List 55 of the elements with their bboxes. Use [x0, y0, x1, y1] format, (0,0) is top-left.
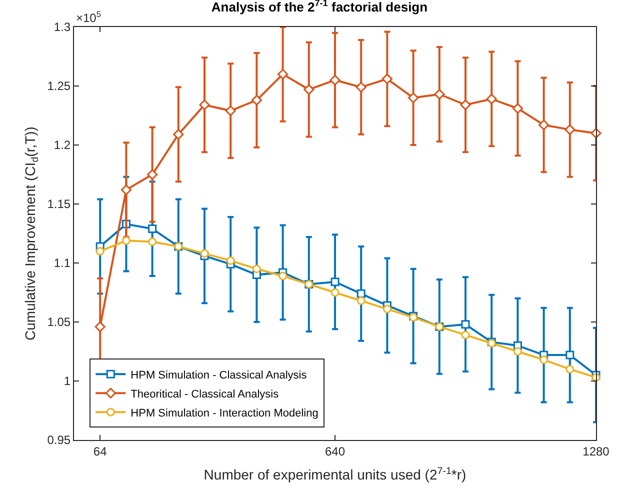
- y-tick-label: 1.05: [47, 315, 71, 330]
- point: [434, 88, 445, 100]
- point: [225, 105, 236, 116]
- point: [330, 74, 340, 86]
- point: [382, 304, 392, 314]
- point: [356, 289, 366, 298]
- point: [356, 82, 366, 92]
- y-tick-label: 1.1: [54, 256, 71, 270]
- point: [278, 272, 288, 280]
- point: [566, 364, 574, 374]
- point: [330, 288, 340, 297]
- point: [199, 100, 210, 110]
- point: [356, 296, 366, 306]
- legend-label: HPM Simulation - Interaction Modeling: [130, 407, 318, 420]
- point: [120, 184, 132, 196]
- point: [408, 92, 419, 104]
- point: [460, 100, 471, 110]
- point: [252, 264, 261, 274]
- point: [147, 169, 158, 180]
- point: [148, 224, 157, 234]
- point: [538, 120, 550, 130]
- y-tick-label: 1.2: [54, 138, 71, 152]
- point: [330, 278, 340, 286]
- point: [226, 256, 235, 265]
- x-tick-label: 64: [93, 444, 108, 458]
- chart-title: Analysis of the 2$^{7-1}$ factorial design: [211, 0, 428, 15]
- point: [564, 124, 576, 135]
- point: [251, 94, 262, 106]
- point: [461, 320, 470, 329]
- point: [382, 74, 392, 84]
- point: [540, 356, 548, 364]
- legend-label: HPM Simulation - Classical Analysis: [130, 369, 308, 382]
- point: [173, 129, 184, 140]
- point: [461, 330, 470, 340]
- point: [122, 236, 130, 245]
- point: [304, 84, 314, 95]
- point: [513, 347, 522, 356]
- y-tick-label: 0.95: [47, 433, 71, 448]
- y-tick-label: 1.15: [47, 197, 71, 212]
- point: [148, 238, 157, 246]
- text: ×10$^{5}$: [76, 9, 102, 26]
- x-tick-label: 640: [324, 444, 346, 458]
- point: [278, 68, 288, 80]
- legend-label: Theoritical - Classical Analysis: [130, 388, 280, 400]
- y-tick-label: 1: [64, 374, 71, 388]
- point: [96, 246, 104, 256]
- point: [94, 321, 106, 332]
- x-axis-title: Number of experimental units used (2$^{7-1}$*r): [204, 466, 466, 483]
- point: [200, 249, 209, 258]
- point: [566, 350, 574, 360]
- point: [512, 103, 523, 114]
- y-tick-label: 1.25: [47, 79, 71, 94]
- y-tick-label: 1.3: [54, 20, 71, 34]
- point: [486, 94, 497, 104]
- x-tick-label: 1280: [582, 444, 610, 458]
